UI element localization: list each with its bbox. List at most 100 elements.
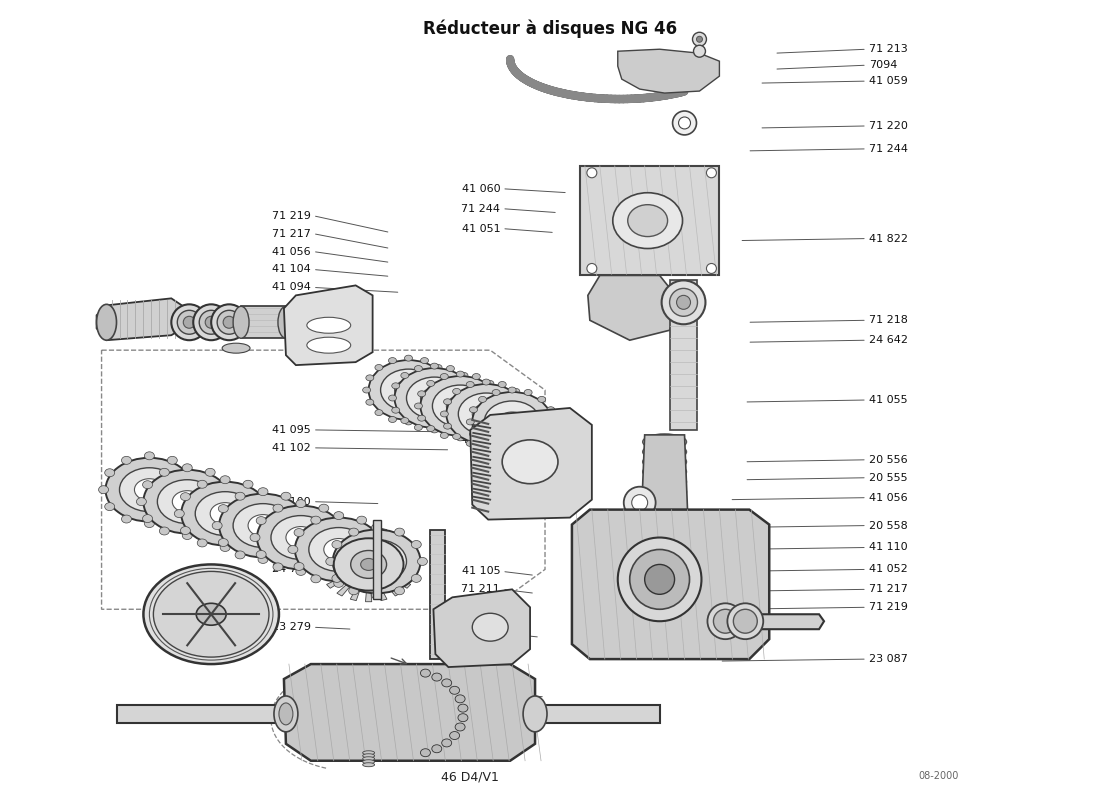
Ellipse shape xyxy=(212,522,222,530)
Ellipse shape xyxy=(222,481,232,489)
Text: 41 110: 41 110 xyxy=(869,542,907,553)
Ellipse shape xyxy=(319,504,329,512)
Ellipse shape xyxy=(472,614,508,641)
Ellipse shape xyxy=(707,603,744,639)
Ellipse shape xyxy=(228,498,238,506)
Text: 42 095: 42 095 xyxy=(461,628,500,638)
Text: 24 776: 24 776 xyxy=(272,565,311,574)
Ellipse shape xyxy=(587,168,597,178)
Ellipse shape xyxy=(143,514,153,522)
Ellipse shape xyxy=(442,739,452,747)
Ellipse shape xyxy=(184,316,195,328)
Polygon shape xyxy=(387,533,400,544)
Polygon shape xyxy=(327,578,342,588)
Ellipse shape xyxy=(470,406,477,413)
Ellipse shape xyxy=(220,476,230,484)
Polygon shape xyxy=(373,519,381,599)
Ellipse shape xyxy=(326,558,336,566)
Ellipse shape xyxy=(430,427,439,433)
Ellipse shape xyxy=(183,464,192,472)
Ellipse shape xyxy=(336,550,345,558)
Ellipse shape xyxy=(183,531,192,539)
Ellipse shape xyxy=(415,366,422,371)
Ellipse shape xyxy=(235,492,245,500)
Ellipse shape xyxy=(432,673,442,681)
Ellipse shape xyxy=(458,704,468,712)
Text: 71 244: 71 244 xyxy=(461,204,500,214)
Ellipse shape xyxy=(182,482,270,546)
Ellipse shape xyxy=(521,423,529,429)
Ellipse shape xyxy=(197,539,207,547)
Ellipse shape xyxy=(693,32,706,46)
Ellipse shape xyxy=(143,481,153,489)
Ellipse shape xyxy=(319,563,329,571)
Ellipse shape xyxy=(332,574,342,582)
Ellipse shape xyxy=(418,390,426,397)
Ellipse shape xyxy=(420,749,430,757)
Text: 71 218: 71 218 xyxy=(869,315,907,326)
Polygon shape xyxy=(717,614,824,630)
Ellipse shape xyxy=(450,731,460,739)
Ellipse shape xyxy=(405,419,412,425)
Ellipse shape xyxy=(440,433,449,438)
Text: 41 095: 41 095 xyxy=(272,425,311,435)
Ellipse shape xyxy=(121,515,132,523)
Text: 71 244: 71 244 xyxy=(869,144,907,154)
Polygon shape xyxy=(618,50,719,93)
Ellipse shape xyxy=(478,442,486,447)
Ellipse shape xyxy=(388,417,396,422)
Ellipse shape xyxy=(447,396,474,416)
Polygon shape xyxy=(284,286,373,365)
Ellipse shape xyxy=(706,168,716,178)
Ellipse shape xyxy=(512,389,520,394)
Ellipse shape xyxy=(432,745,442,753)
Ellipse shape xyxy=(642,464,686,480)
Ellipse shape xyxy=(381,369,437,411)
Ellipse shape xyxy=(136,498,146,506)
Ellipse shape xyxy=(618,538,702,622)
Ellipse shape xyxy=(405,355,412,361)
Ellipse shape xyxy=(363,760,375,764)
Ellipse shape xyxy=(484,401,540,443)
Polygon shape xyxy=(337,533,350,544)
Ellipse shape xyxy=(206,316,217,328)
Ellipse shape xyxy=(99,486,109,494)
Ellipse shape xyxy=(274,696,298,732)
Ellipse shape xyxy=(333,579,343,587)
Ellipse shape xyxy=(363,762,375,766)
Ellipse shape xyxy=(388,358,396,363)
Ellipse shape xyxy=(443,375,451,381)
Ellipse shape xyxy=(420,669,430,677)
Ellipse shape xyxy=(407,377,462,419)
Ellipse shape xyxy=(706,263,716,274)
Text: 24 686: 24 686 xyxy=(272,714,311,724)
Ellipse shape xyxy=(400,373,409,378)
Ellipse shape xyxy=(298,538,308,546)
Ellipse shape xyxy=(104,469,114,477)
Ellipse shape xyxy=(260,526,270,534)
Ellipse shape xyxy=(266,510,276,518)
Ellipse shape xyxy=(734,610,757,633)
Ellipse shape xyxy=(472,433,481,438)
Ellipse shape xyxy=(278,306,294,338)
Ellipse shape xyxy=(440,374,449,379)
Ellipse shape xyxy=(642,434,686,450)
Ellipse shape xyxy=(440,411,449,417)
Ellipse shape xyxy=(679,117,691,129)
Ellipse shape xyxy=(395,586,405,594)
Ellipse shape xyxy=(415,425,422,430)
Ellipse shape xyxy=(503,440,558,484)
Ellipse shape xyxy=(143,565,279,664)
Ellipse shape xyxy=(392,383,399,389)
Ellipse shape xyxy=(472,392,552,452)
Ellipse shape xyxy=(280,492,290,500)
Ellipse shape xyxy=(257,506,344,570)
Text: 41 104: 41 104 xyxy=(272,265,311,274)
Ellipse shape xyxy=(195,492,255,535)
Ellipse shape xyxy=(167,515,177,523)
Ellipse shape xyxy=(495,390,503,397)
Ellipse shape xyxy=(351,550,386,578)
Text: 46 D4/V1: 46 D4/V1 xyxy=(441,770,499,784)
Polygon shape xyxy=(396,541,410,550)
Ellipse shape xyxy=(258,555,268,563)
